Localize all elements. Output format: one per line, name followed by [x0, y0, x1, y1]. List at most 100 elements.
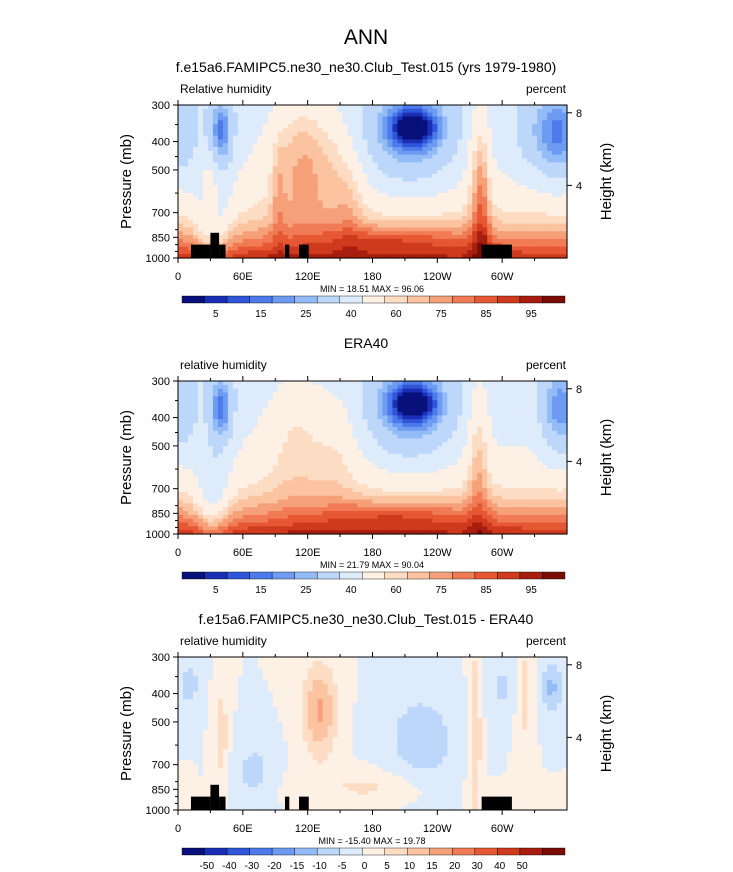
- min-max-stats: MIN = 18.51 MAX = 96.06: [320, 284, 424, 294]
- contour-field: [178, 105, 568, 259]
- x-tick-label: 60W: [491, 823, 514, 835]
- colorbar-box: [249, 847, 273, 856]
- colorbar-box: [226, 571, 250, 580]
- x-tick-label: 120E: [295, 271, 321, 283]
- colorbar-label: 60: [390, 309, 402, 320]
- colorbar-box: [519, 847, 543, 856]
- figure-title: ANN: [344, 26, 388, 49]
- colorbar-box: [339, 571, 363, 580]
- y-tick-label: 300: [152, 100, 170, 112]
- x-tick-label: 180: [363, 823, 381, 835]
- y-axis-label: Pressure (mb): [118, 134, 135, 229]
- y-tick-label: 700: [152, 760, 170, 772]
- y-axis-label-right: Height (km): [598, 695, 615, 773]
- topography-block: [210, 232, 220, 258]
- colorbar-box: [271, 847, 295, 856]
- x-tick-label: 60W: [491, 271, 514, 283]
- colorbar-label: 85: [481, 585, 493, 596]
- colorbar-box: [204, 295, 228, 304]
- y-tick-label: 850: [152, 784, 170, 796]
- height-tick-label: 4: [576, 180, 582, 192]
- colorbar-label: 5: [213, 585, 219, 596]
- x-tick-label: 60E: [233, 823, 253, 835]
- colorbar-label: 30: [472, 861, 484, 872]
- colorbar-label: 0: [362, 861, 368, 872]
- topography-block: [210, 784, 220, 810]
- colorbar-label: 75: [436, 309, 448, 320]
- colorbar-box: [407, 571, 431, 580]
- y-tick-label: 1000: [146, 253, 170, 265]
- x-tick-label: 0: [175, 823, 181, 835]
- colorbar-label: 95: [526, 309, 538, 320]
- colorbar-box: [542, 571, 566, 580]
- x-tick-label: 60W: [491, 547, 514, 559]
- panels: f.e15a6.FAMIPC5.ne30_ne30.Club_Test.015 …: [118, 59, 615, 872]
- units-label: percent: [526, 634, 567, 648]
- colorbar-box: [204, 847, 228, 856]
- colorbar-box: [497, 295, 521, 304]
- colorbar-box: [249, 295, 273, 304]
- colorbar-box: [474, 295, 498, 304]
- topography-block: [481, 244, 512, 258]
- colorbar-box: [294, 295, 318, 304]
- x-tick-label: 120W: [423, 547, 452, 559]
- colorbar-box: [452, 571, 476, 580]
- y-axis-label-right: Height (km): [598, 419, 615, 497]
- colorbar-label: -30: [245, 861, 260, 872]
- colorbar-box: [519, 295, 543, 304]
- topography-block: [190, 244, 211, 258]
- colorbar-label: 15: [255, 309, 267, 320]
- panel-3: f.e15a6.FAMIPC5.ne30_ne30.Club_Test.015 …: [118, 611, 615, 872]
- colorbar-box: [407, 847, 431, 856]
- colorbar-box: [452, 295, 476, 304]
- colorbar-box: [181, 571, 205, 580]
- colorbar-label: 40: [494, 861, 506, 872]
- colorbar-box: [362, 847, 385, 856]
- colorbar-box: [316, 295, 340, 304]
- colorbar-label: -10: [312, 861, 327, 872]
- colorbar-box: [271, 571, 295, 580]
- y-tick-label: 300: [152, 652, 170, 664]
- colorbar-label: 95: [526, 585, 538, 596]
- min-max-stats: MIN = 21.79 MAX = 90.04: [320, 560, 424, 570]
- contour-field: [178, 381, 568, 535]
- colorbar-box: [519, 571, 543, 580]
- panel-title: f.e15a6.FAMIPC5.ne30_ne30.Club_Test.015 …: [176, 59, 557, 75]
- y-tick-label: 500: [152, 441, 170, 453]
- topography-block: [299, 796, 309, 810]
- height-tick-label: 8: [576, 108, 582, 120]
- topography-block: [284, 244, 290, 258]
- colorbar-box: [474, 847, 498, 856]
- colorbar-box: [181, 847, 205, 856]
- y-tick-label: 850: [152, 232, 170, 244]
- colorbar-box: [497, 571, 521, 580]
- variable-label: Relative humidity: [180, 82, 271, 96]
- y-tick-label: 700: [152, 208, 170, 220]
- colorbar-box: [181, 295, 205, 304]
- colorbar-label: 60: [390, 585, 402, 596]
- colorbar: -50 -40 -30 -20 -15 -10 -5 0 5 10 15 20 30 40 50: [181, 847, 566, 872]
- colorbar: 5 15 25 40 60 75 85 95: [181, 295, 566, 320]
- height-tick-label: 8: [576, 660, 582, 672]
- colorbar-label: -5: [338, 861, 347, 872]
- colorbar-box: [316, 847, 340, 856]
- colorbar-box: [294, 571, 318, 580]
- colorbar-label: -15: [290, 861, 305, 872]
- colorbar-label: 5: [213, 309, 219, 320]
- variable-label: relative humidity: [180, 634, 267, 648]
- x-tick-label: 60E: [233, 547, 253, 559]
- y-axis-label: Pressure (mb): [118, 686, 135, 781]
- colorbar-box: [429, 571, 453, 580]
- colorbar-label: 25: [300, 585, 312, 596]
- y-axis-label: Pressure (mb): [118, 410, 135, 505]
- colorbar-box: [362, 295, 385, 304]
- min-max-stats: MIN = -15.40 MAX = 19.78: [318, 836, 425, 846]
- x-tick-label: 120W: [423, 823, 452, 835]
- colorbar-box: [542, 847, 566, 856]
- x-tick-label: 0: [175, 271, 181, 283]
- colorbar-box: [452, 847, 476, 856]
- colorbar-box: [339, 847, 363, 856]
- colorbar-label: 25: [300, 309, 312, 320]
